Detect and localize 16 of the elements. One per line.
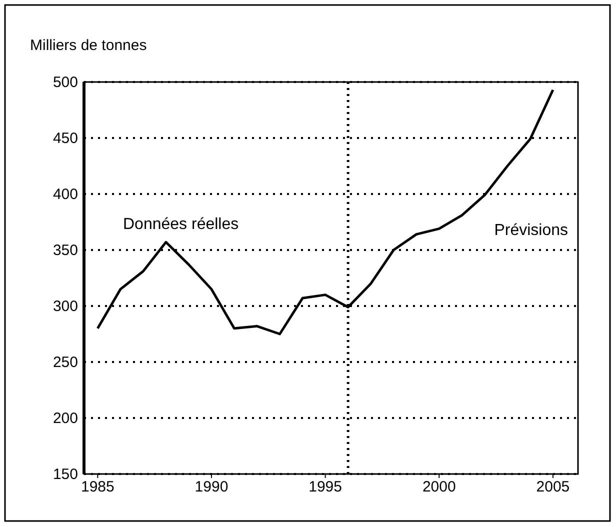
x-tick-label: 1995 (308, 478, 342, 496)
y-tick-label: 450 (52, 130, 78, 147)
x-tick-label: 1985 (80, 478, 114, 496)
y-tick-label: 200 (52, 410, 78, 427)
x-tick-label: 2005 (536, 478, 570, 496)
annotation: Données réelles (123, 216, 239, 233)
y-axis-title: Milliers de tonnes (30, 37, 147, 54)
y-tick-label: 500 (52, 74, 78, 91)
y-tick-label: 150 (52, 466, 78, 483)
y-tick-label: 400 (52, 186, 78, 203)
annotation: Prévisions (494, 222, 568, 239)
x-tick-label: 2000 (422, 478, 456, 496)
x-tick-label: 1990 (194, 478, 228, 496)
y-tick-label: 350 (52, 242, 78, 259)
y-tick-label: 300 (52, 298, 78, 315)
y-tick-label: 250 (52, 354, 78, 371)
